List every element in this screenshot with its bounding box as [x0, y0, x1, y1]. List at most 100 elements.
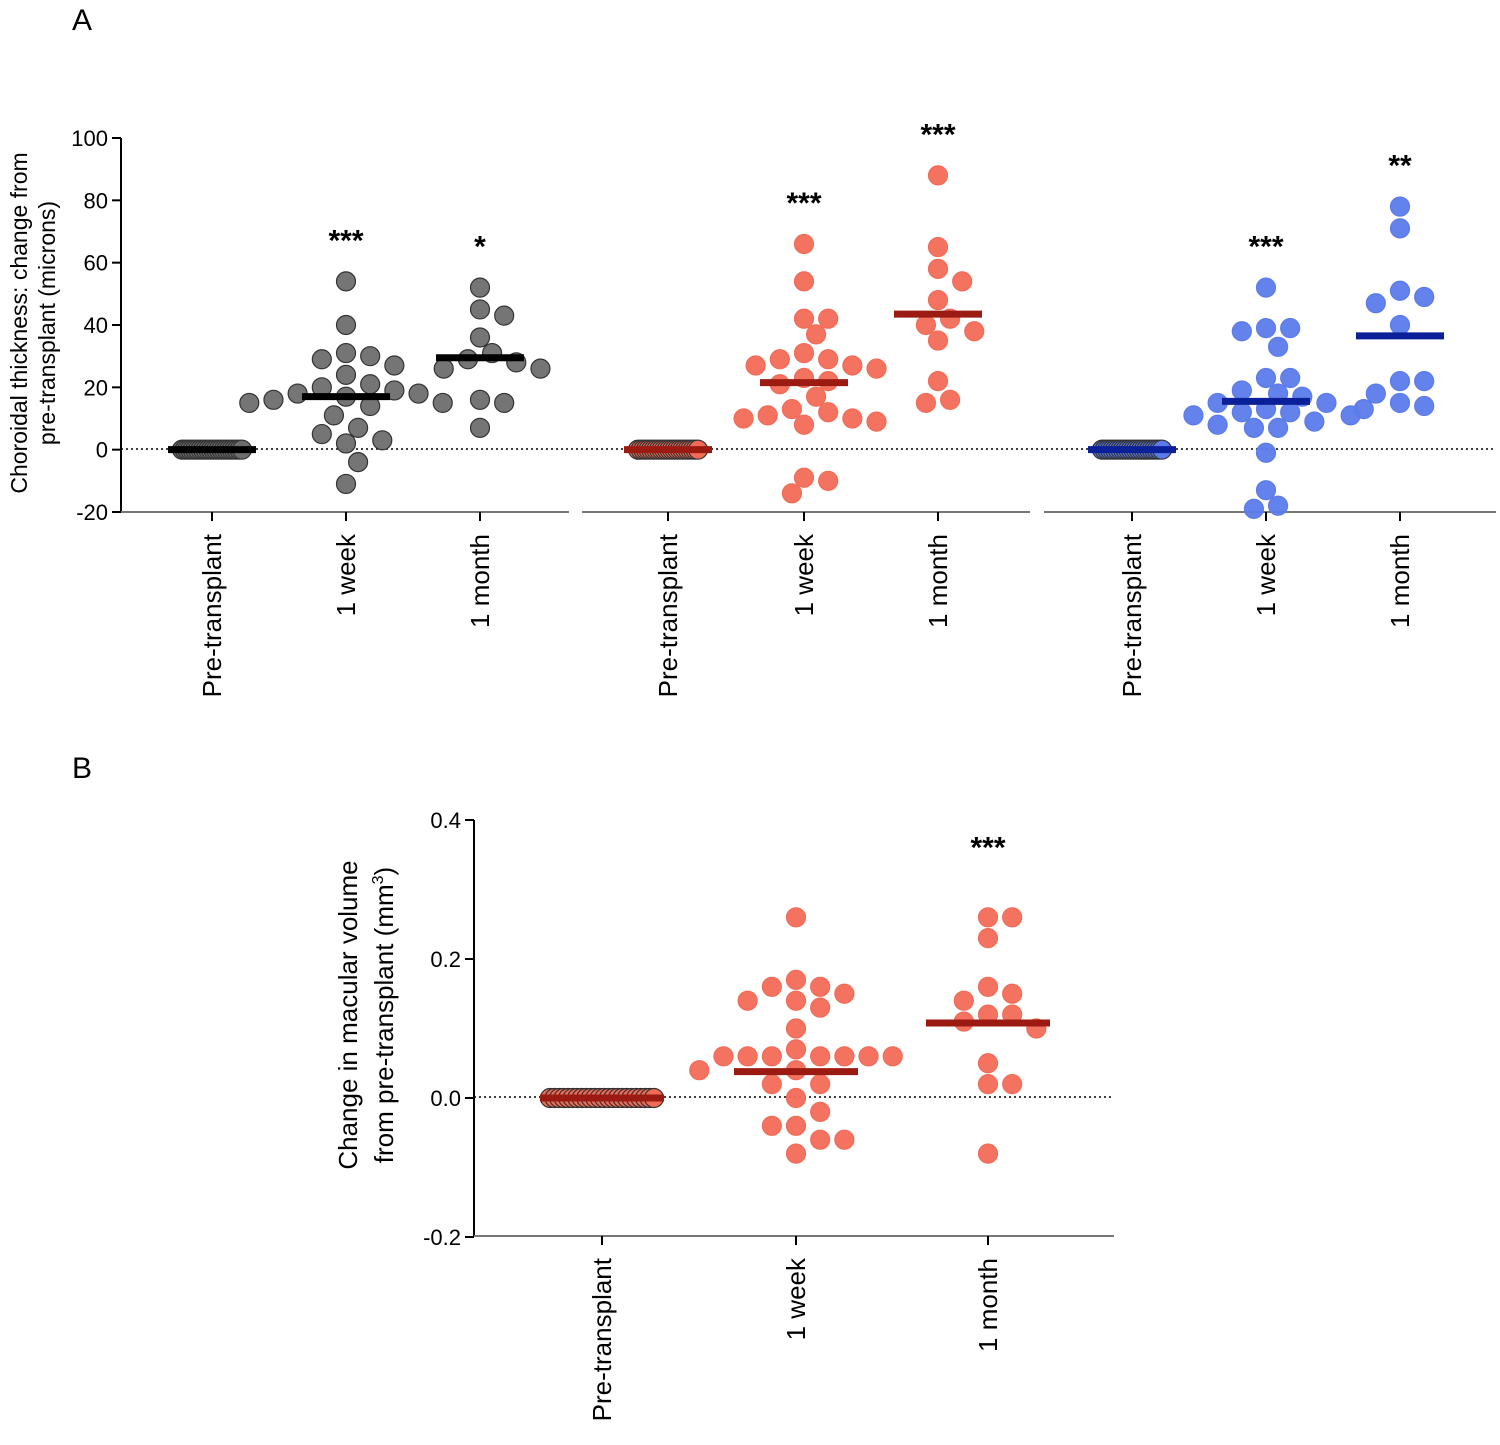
- b-data-point: [785, 969, 807, 990]
- a-significance-label: ***: [920, 118, 955, 151]
- a-data-point: [818, 349, 839, 370]
- b-ytick-label: 0.4: [430, 808, 461, 833]
- a-data-point: [469, 327, 491, 348]
- a-data-point: [1414, 395, 1435, 417]
- b-data-point: [834, 1129, 855, 1150]
- b-data-point: [834, 983, 855, 1004]
- a-data-point: [1280, 402, 1301, 423]
- b-ytick-label: 0.0: [430, 1086, 461, 1111]
- a-data-point: [866, 411, 887, 432]
- a-data-point: [793, 414, 815, 435]
- panel-b: B Change in macular volume from pre-tran…: [72, 752, 1114, 1421]
- a-data-point: [781, 483, 803, 504]
- b-data-point: [810, 1073, 831, 1095]
- a-data-point: [805, 324, 827, 345]
- a-data-point: [335, 342, 357, 364]
- a-category-label: Pre-transplant: [1117, 533, 1147, 697]
- b-category-label: 1 week: [781, 1257, 811, 1340]
- a-data-point: [927, 258, 949, 279]
- b-category-label: Pre-transplant: [587, 1257, 617, 1421]
- panel-a-ylabel-line2: pre-transplant (microns): [34, 201, 60, 445]
- a-data-point: [927, 236, 949, 258]
- a-data-point: [335, 433, 357, 454]
- a-data-point: [1389, 314, 1411, 336]
- a-data-point: [757, 405, 778, 426]
- b-data-point: [761, 1046, 782, 1067]
- b-data-point: [1002, 983, 1023, 1004]
- a-data-point: [842, 355, 863, 376]
- a-data-point: [494, 392, 515, 414]
- panel-b-letter: B: [72, 752, 92, 785]
- b-data-point: [761, 1073, 782, 1095]
- a-data-point: [793, 308, 815, 329]
- a-data-point: [1304, 411, 1325, 432]
- panel-b-ylabel-close: ): [369, 867, 399, 876]
- panel-b-x-ticks: Pre-transplant 1 week 1 month: [587, 1236, 1003, 1421]
- panel-b-ylabel-line2: from pre-transplant (mm: [369, 884, 399, 1163]
- b-data-point: [834, 1046, 855, 1067]
- panel-b-ylabel-line2-group: from pre-transplant (mm3): [369, 867, 399, 1163]
- a-category-label: Pre-transplant: [197, 533, 227, 697]
- b-data-point: [977, 1073, 999, 1095]
- a-ytick-label: 60: [84, 251, 108, 276]
- a-data-point: [1255, 480, 1277, 501]
- a-data-point: [793, 271, 815, 292]
- b-data-point: [858, 1046, 879, 1067]
- a-category-label: 1 month: [923, 534, 953, 628]
- b-data-point: [689, 1060, 710, 1081]
- a-data-point: [469, 277, 491, 298]
- a-data-point: [263, 389, 284, 410]
- b-data-point: [761, 976, 782, 997]
- a-data-point: [915, 392, 937, 414]
- panel-a-y-ticks: -20 0 20 40 60 80 100: [71, 126, 121, 525]
- b-category-label: 1 month: [973, 1258, 1003, 1352]
- a-data-point: [1255, 367, 1277, 389]
- a-data-point: [1243, 498, 1265, 519]
- b-data-point: [882, 1046, 903, 1067]
- a-category-label: 1 month: [1385, 534, 1415, 628]
- b-data-point: [977, 1053, 999, 1074]
- panel-a-ylabel-line1: Choroidal thickness: change from: [6, 152, 32, 493]
- a-data-point: [239, 392, 260, 414]
- b-ytick-label: 0.2: [430, 947, 461, 972]
- a-data-point: [1389, 280, 1411, 301]
- a-data-point: [469, 417, 491, 438]
- a-data-point: [781, 399, 803, 420]
- b-data-point: [810, 1101, 831, 1123]
- a-data-point: [1255, 442, 1277, 463]
- a-data-point: [805, 386, 827, 407]
- a-data-point: [1231, 380, 1252, 401]
- a-data-point: [335, 364, 357, 385]
- a-data-point: [927, 371, 949, 392]
- b-data-point: [713, 1046, 734, 1067]
- panel-b-ylabel-line1: Change in macular volume: [333, 860, 363, 1169]
- a-data-point: [818, 402, 839, 423]
- a-data-point: [311, 423, 332, 445]
- b-data-point: [737, 990, 758, 1011]
- a-ytick-label: 40: [84, 313, 108, 338]
- a-data-point: [433, 358, 454, 379]
- a-data-point: [952, 271, 973, 292]
- a-data-point: [1389, 371, 1411, 392]
- a-data-point: [335, 314, 357, 336]
- a-data-point: [1267, 495, 1289, 516]
- a-data-point: [311, 349, 332, 370]
- a-data-point: [818, 470, 839, 491]
- a-data-point: [1389, 392, 1411, 414]
- a-significance-label: ***: [1248, 231, 1283, 264]
- a-data-point: [360, 374, 381, 395]
- b-data-point: [977, 928, 999, 949]
- a-data-point: [964, 321, 985, 342]
- b-data-point: [761, 1115, 782, 1136]
- b-data-point: [977, 976, 999, 997]
- a-data-point: [1280, 318, 1301, 339]
- a-ytick-label: 0: [96, 438, 108, 463]
- a-data-point: [469, 299, 491, 320]
- b-significance-label: ***: [970, 831, 1005, 864]
- a-data-point: [469, 389, 491, 410]
- panel-a: A Choroidal thickness: change from pre-t…: [6, 4, 1496, 697]
- a-category-label: 1 month: [465, 534, 495, 628]
- b-data-point: [785, 1115, 807, 1136]
- a-data-point: [1280, 367, 1301, 389]
- a-category-label: 1 week: [1251, 533, 1281, 616]
